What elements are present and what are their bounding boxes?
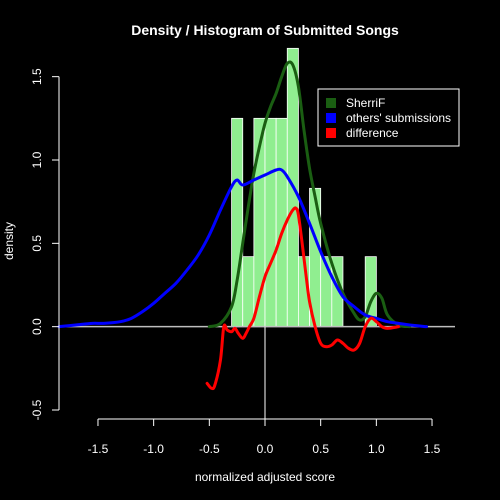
legend-swatch <box>326 113 336 123</box>
y-tick-label: -0.5 <box>30 399 44 420</box>
series-line-sherrif <box>207 60 412 329</box>
x-tick-label: 1.5 <box>424 442 441 456</box>
legend-swatch <box>326 98 336 108</box>
x-tick-label: -0.5 <box>199 442 220 456</box>
y-tick-label: 0.0 <box>30 318 44 335</box>
x-tick-label: -1.0 <box>143 442 164 456</box>
x-axis-label: normalized adjusted score <box>195 470 335 484</box>
legend-box <box>317 88 460 147</box>
legend-label: others' submissions <box>346 111 451 125</box>
chart-title: Density / Histogram of Submitted Songs <box>131 22 399 38</box>
x-tick-label: -1.5 <box>88 442 109 456</box>
y-tick-label: 1.0 <box>30 151 44 168</box>
x-tick-label: 0.0 <box>257 442 274 456</box>
legend-swatch <box>326 128 336 138</box>
legend-label: difference <box>346 126 399 140</box>
legend-label: SherriF <box>346 96 385 110</box>
x-tick-label: 0.5 <box>312 442 329 456</box>
histogram-bar <box>242 256 255 328</box>
series-line-difference <box>205 206 401 391</box>
x-tick-label: 1.0 <box>368 442 385 456</box>
y-tick-label: 0.5 <box>30 235 44 252</box>
zero-lines <box>59 325 455 419</box>
y-axis: -0.5 0.0 0.5 1.0 1.5 <box>30 68 60 420</box>
histogram-bar <box>264 117 277 328</box>
histogram <box>231 47 377 328</box>
series-line-others-submissions <box>57 167 428 329</box>
density-curves <box>57 60 428 391</box>
y-axis-label: density <box>2 222 16 260</box>
x-axis: -1.5 -1.0 -0.5 0.0 0.5 1.0 1.5 <box>88 418 441 456</box>
y-tick-label: 1.5 <box>30 68 44 85</box>
